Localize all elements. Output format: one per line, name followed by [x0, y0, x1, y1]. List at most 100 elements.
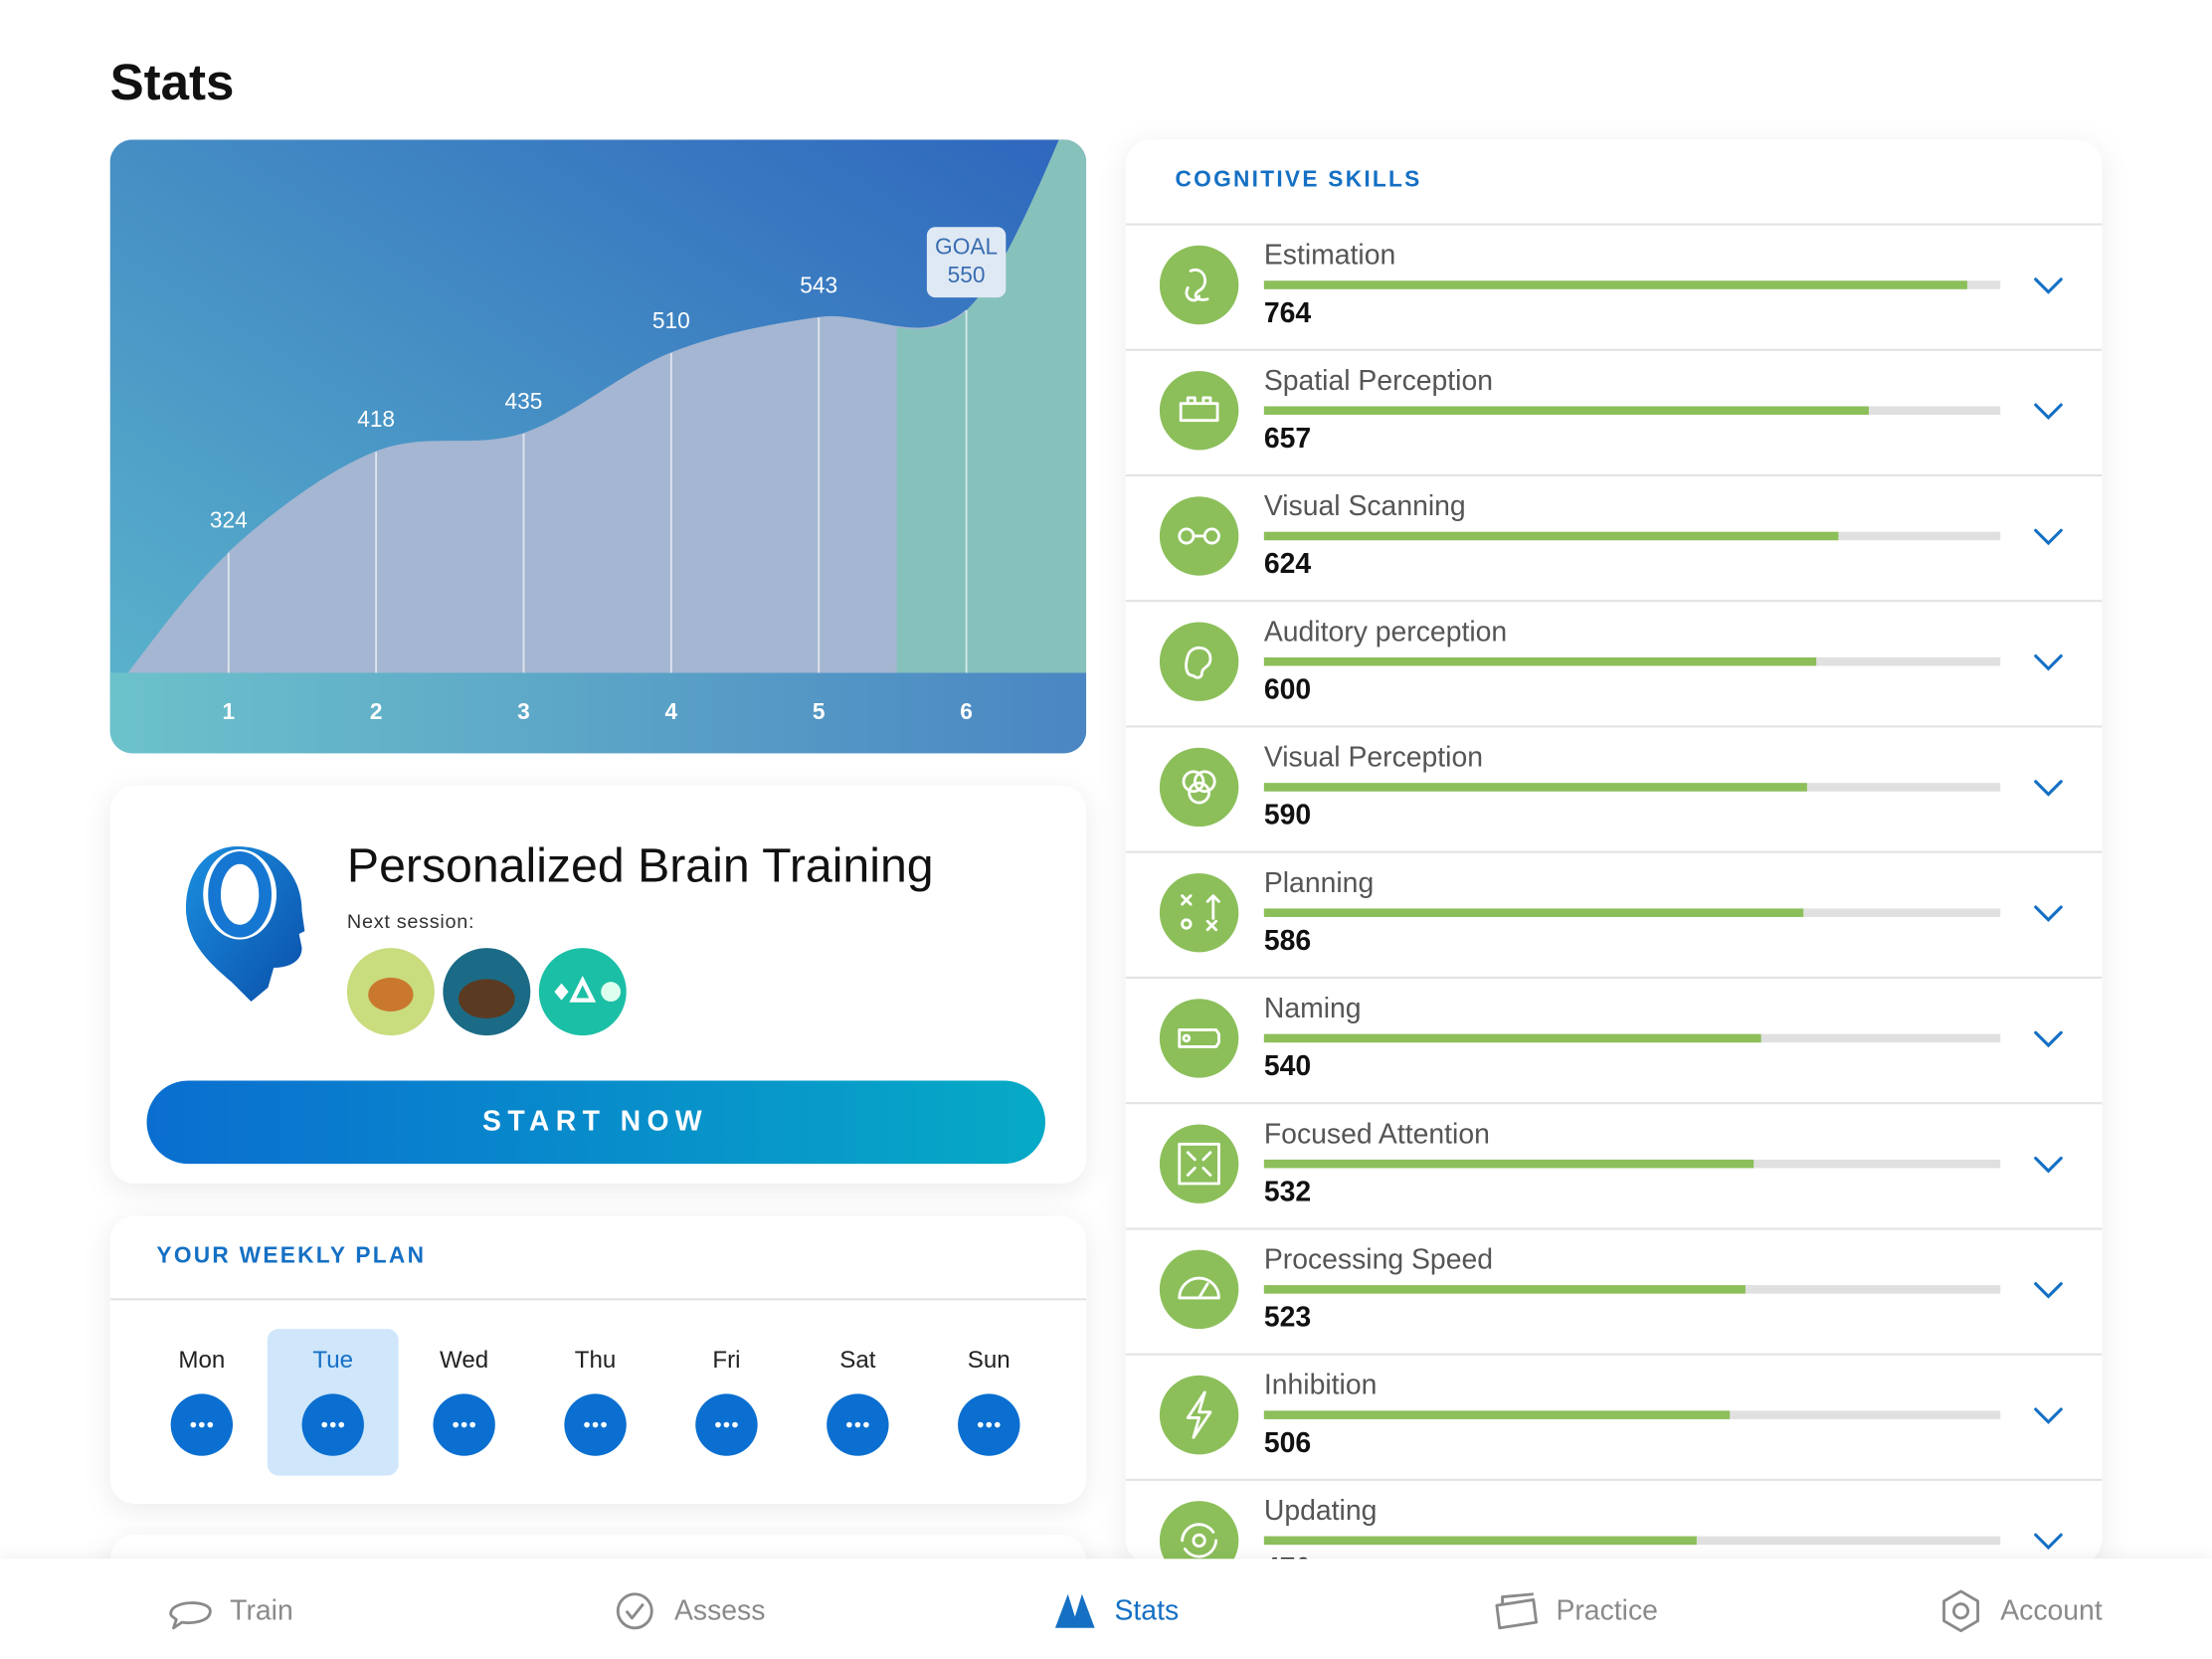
skill-name: Focused Attention: [1264, 1118, 1490, 1150]
dot: [863, 1421, 869, 1428]
skill-glyph: [1178, 1276, 1220, 1300]
session-games: [344, 945, 630, 1038]
start-button[interactable]: [146, 1080, 1046, 1165]
skills-card: COGNITIVE SKILLS Estimation 764 Spatial Pe…: [1125, 139, 2103, 1584]
day-label: Sun: [968, 1347, 1011, 1374]
nav-bar: [0, 1559, 2212, 1659]
x-tick-label: 5: [813, 698, 826, 724]
nav-icon: [616, 1592, 653, 1630]
skill-glyph: [1185, 645, 1212, 679]
skill-icon: [1159, 999, 1239, 1078]
day-label: Tue: [312, 1347, 353, 1374]
dot: [986, 1421, 993, 1428]
skill-bar: [1263, 1410, 1731, 1419]
skill-bar: [1263, 656, 1817, 666]
skill-value: 600: [1264, 673, 1311, 705]
area-fill: [109, 139, 1087, 696]
nav-label[interactable]: Assess: [674, 1595, 765, 1627]
value-label: 324: [210, 507, 248, 533]
day-button[interactable]: [301, 1393, 364, 1456]
expand-chevron[interactable]: [2034, 403, 2063, 421]
training-title: Personalized Brain Training: [347, 838, 934, 892]
expand-chevron[interactable]: [2034, 1533, 2063, 1551]
nav-icon: [169, 1601, 212, 1630]
skill-glyph: [1181, 894, 1220, 932]
expand-chevron[interactable]: [2034, 653, 2063, 671]
dot: [461, 1421, 467, 1428]
skill-bar: [1263, 783, 1807, 792]
expand-chevron[interactable]: [2034, 1030, 2063, 1048]
skill-icon: [1159, 872, 1239, 953]
value-label: 418: [357, 406, 395, 432]
nav-label[interactable]: Account: [2000, 1595, 2103, 1627]
expand-chevron[interactable]: [2034, 780, 2063, 797]
logo: [185, 846, 305, 1003]
nav-item[interactable]: Assess: [616, 1592, 765, 1630]
nav-icon: [1054, 1593, 1095, 1628]
day-label: Sat: [839, 1347, 875, 1374]
skill-name: Auditory perception: [1264, 616, 1507, 647]
expand-chevron[interactable]: [2034, 1156, 2063, 1174]
expand-chevron[interactable]: [2034, 277, 2063, 294]
nav-item[interactable]: Stats: [1054, 1593, 1180, 1628]
skill-icon: [1159, 371, 1239, 451]
nav-icon: [1942, 1589, 1979, 1633]
dot: [329, 1421, 336, 1428]
expand-chevron[interactable]: [2034, 905, 2063, 922]
skill-icon: [1159, 1375, 1239, 1455]
expand-chevron[interactable]: [2034, 1282, 2063, 1299]
nav-item[interactable]: Account: [1942, 1589, 2103, 1633]
next-session-label: Next session:: [347, 911, 474, 933]
dot: [854, 1421, 861, 1428]
nav-label[interactable]: Train: [230, 1595, 293, 1627]
skill-name: Processing Speed: [1264, 1244, 1493, 1276]
skill-name: Naming: [1264, 993, 1362, 1024]
dot: [994, 1421, 1001, 1428]
skill-value: 470: [1264, 1553, 1311, 1584]
skill-value: 540: [1264, 1050, 1311, 1082]
dot: [977, 1421, 984, 1428]
day-label: Fri: [712, 1347, 740, 1374]
skill-icon: [1159, 622, 1239, 701]
nav-item[interactable]: Practice: [1495, 1592, 1658, 1630]
day-button[interactable]: [433, 1393, 495, 1456]
skill-value: 532: [1264, 1176, 1311, 1207]
skill-value: 764: [1264, 297, 1312, 329]
dot: [723, 1421, 730, 1428]
expand-chevron[interactable]: [2034, 1407, 2063, 1424]
value-label: 510: [652, 307, 690, 333]
skill-glyph: [1178, 527, 1220, 545]
skill-value: 590: [1264, 800, 1311, 831]
day-label: Mon: [178, 1347, 225, 1374]
dot: [715, 1421, 721, 1428]
expand-chevron[interactable]: [2034, 528, 2063, 546]
nav-label[interactable]: Practice: [1556, 1595, 1657, 1627]
x-tick-label: 2: [370, 698, 383, 724]
day-button[interactable]: [695, 1393, 758, 1456]
skill-name: Visual Scanning: [1264, 490, 1466, 522]
skill-bar: [1263, 1536, 1697, 1546]
skill-icon: [1159, 245, 1239, 325]
skill-icon: [1159, 747, 1239, 828]
dot: [846, 1421, 852, 1428]
day-label: Wed: [440, 1347, 488, 1374]
day-button[interactable]: [827, 1393, 889, 1456]
day-button[interactable]: [564, 1393, 627, 1456]
dot: [198, 1421, 205, 1428]
skill-icon: [1159, 1124, 1239, 1203]
skill-glyph: [1182, 770, 1216, 805]
day-button[interactable]: [958, 1393, 1020, 1456]
weekly-plan-title: YOUR WEEKLY PLAN: [156, 1242, 426, 1268]
nav-item[interactable]: Train: [169, 1595, 293, 1630]
skill-bar: [1263, 531, 1839, 541]
start-button-label[interactable]: START NOW: [482, 1106, 708, 1138]
skill-name: Spatial Perception: [1264, 365, 1493, 397]
nav-label[interactable]: Stats: [1115, 1595, 1180, 1627]
day-button[interactable]: [170, 1393, 234, 1456]
dot: [453, 1421, 459, 1428]
skill-bar: [1263, 1159, 1754, 1169]
dot: [190, 1421, 197, 1428]
dot: [732, 1421, 738, 1428]
nav-icon: [1495, 1592, 1539, 1630]
